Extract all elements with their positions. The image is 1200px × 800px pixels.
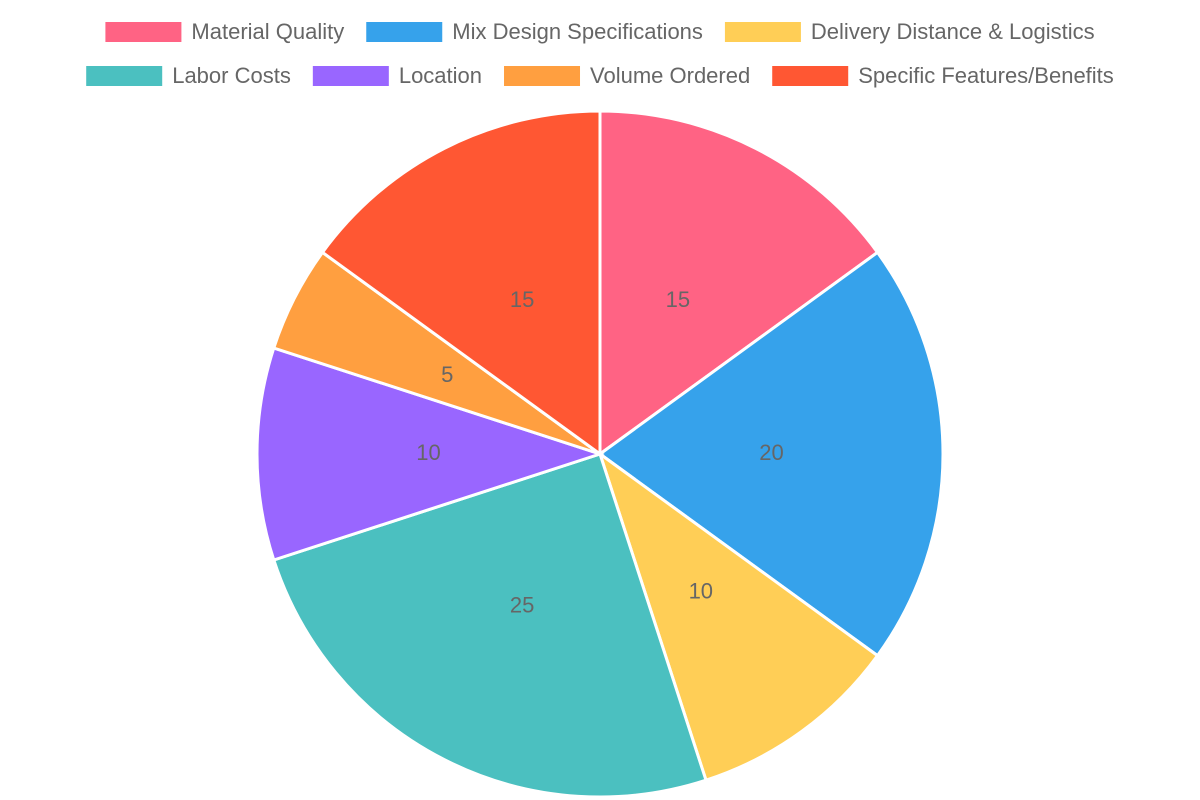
legend-item: Delivery Distance & Logistics	[724, 19, 1095, 44]
data-label: 5	[441, 362, 453, 387]
legend-swatch	[105, 22, 182, 42]
legend-label: Mix Design Specifications	[452, 19, 703, 44]
legend-label: Volume Ordered	[590, 63, 750, 88]
data-label: 20	[759, 440, 783, 465]
legend-item: Mix Design Specifications	[366, 19, 703, 44]
pie-slice	[255, 346, 605, 562]
legend-swatch	[312, 66, 389, 86]
legend-label: Material Quality	[191, 19, 344, 44]
legend-swatch	[86, 66, 163, 86]
legend-item: Volume Ordered	[504, 63, 750, 88]
pie-slice	[597, 450, 880, 783]
legend-label: Specific Features/Benefits	[858, 63, 1114, 88]
data-label: 10	[416, 440, 440, 465]
legend-label: Delivery Distance & Logistics	[811, 19, 1095, 44]
legend-item: Specific Features/Benefits	[772, 63, 1114, 88]
data-label: 25	[510, 593, 534, 618]
legend-swatch	[366, 22, 443, 42]
legend-swatch	[724, 22, 801, 42]
legend-label: Location	[399, 63, 482, 88]
legend-item: Location	[312, 63, 482, 88]
legend-label: Labor Costs	[172, 63, 291, 88]
legend-item: Labor Costs	[86, 63, 291, 88]
legend-swatch	[772, 66, 849, 86]
pie-slice	[320, 109, 602, 457]
pie-slice	[271, 452, 708, 799]
pie-slice	[597, 250, 945, 658]
legend-item: Material Quality	[105, 19, 344, 44]
data-label: 15	[510, 287, 534, 312]
legend-swatch	[504, 66, 581, 86]
data-label: 15	[666, 287, 690, 312]
data-label: 10	[689, 579, 713, 604]
pie-slice	[598, 109, 880, 457]
